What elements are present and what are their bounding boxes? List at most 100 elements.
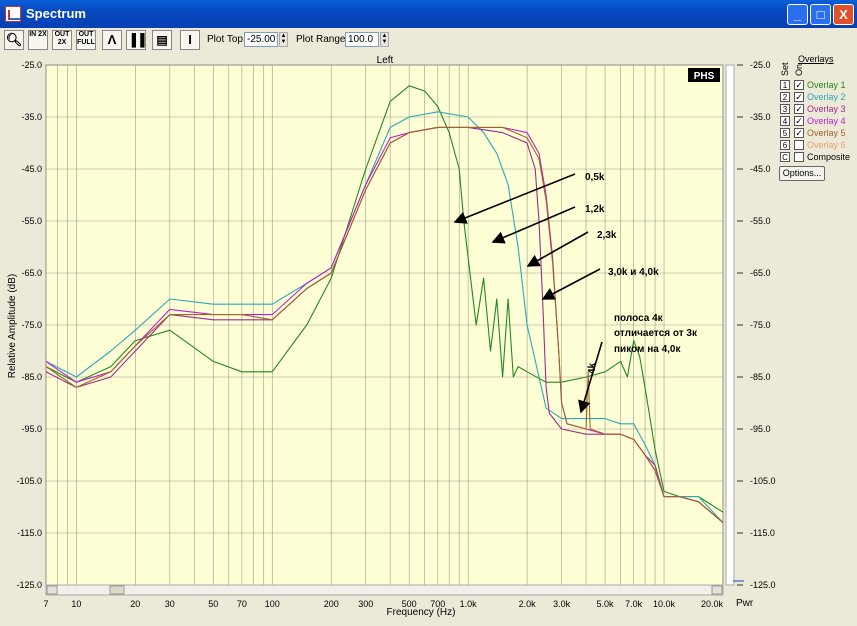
annotation-arrow	[541, 268, 601, 300]
y-tick-label-right: -115.0	[750, 528, 775, 538]
x-tick-label: 500	[402, 599, 417, 609]
scroll-thumb[interactable]	[109, 585, 125, 595]
col-set-label: Set	[780, 62, 790, 76]
overlay-set-button[interactable]: 4	[780, 116, 790, 126]
y-tick-label-right: -125.0	[750, 580, 776, 590]
overlay-label: Overlay 1	[807, 80, 846, 90]
y-tick-label: -35.0	[21, 112, 42, 122]
overlay-label: Overlay 6	[807, 140, 846, 150]
x-tick-label: 10.0k	[653, 599, 676, 609]
maximize-button[interactable]: □	[810, 4, 831, 25]
bars-icon[interactable]: ▐▐	[126, 30, 146, 50]
overlay-row: 1 ✓ Overlay 1	[776, 80, 857, 92]
overlay-row: 6 Overlay 6	[776, 140, 857, 152]
col-on-label: On	[794, 63, 804, 76]
overlay-row: 2 ✓ Overlay 2	[776, 92, 857, 104]
phs-logo	[688, 68, 720, 82]
plot-range-label: Plot Range:	[296, 34, 349, 45]
x-tick-label: 200	[324, 599, 339, 609]
minimize-button[interactable]: _	[787, 4, 808, 25]
y-tick-label: -75.0	[21, 320, 42, 330]
series-line-2	[45, 111, 724, 523]
zoom-out-full-button[interactable]: OUT FULL	[76, 30, 96, 50]
annotation-text: отличается от 3к	[614, 328, 698, 339]
plot-range-spinner[interactable]: ▲ ▼	[380, 32, 389, 47]
x-tick-label: 20	[130, 599, 140, 609]
annotation-text: 3,0k и 4,0k	[608, 267, 659, 278]
plot-top-label: Plot Top:	[207, 34, 246, 45]
plot-top-spinner[interactable]: ▲ ▼	[279, 32, 288, 47]
overlay-checkbox[interactable]	[794, 152, 804, 162]
overlay-set-button[interactable]: C	[780, 152, 790, 162]
overlay-label: Composite	[807, 152, 851, 162]
annotations: 0,5k 1,2k 2,3k 3,0k и 4,0k полоса 4к отличает…	[453, 172, 698, 414]
x-tick-label: 3.0k	[553, 599, 571, 609]
annotation-text: 2,3k	[597, 230, 617, 241]
ticks: -25.0 -25.0 -35.0 -35.0 -45.0 -45.0 -55.0 -55.0…	[16, 60, 775, 609]
magnifier-icon[interactable]: 🔍︎	[4, 30, 24, 50]
cursor-icon[interactable]: I	[180, 30, 200, 50]
y-tick-label-right: -45.0	[750, 164, 771, 174]
power-meter	[725, 64, 735, 586]
x-tick-label: 5.0k	[597, 599, 615, 609]
y-tick-label: -45.0	[21, 164, 42, 174]
grid	[45, 64, 724, 586]
x-tick-label: 7.0k	[625, 599, 643, 609]
zoom-in-2x-button[interactable]: IN 2X	[28, 30, 48, 50]
plot-top-input[interactable]: -25.00	[244, 32, 278, 47]
scroll-right-button[interactable]	[711, 585, 723, 595]
x-tick-label: 70	[237, 599, 247, 609]
y-axis-label: Relative Amplitude (dB)	[7, 274, 18, 379]
overlay-checkbox[interactable]: ✓	[794, 116, 804, 126]
zoom-out-2x-button[interactable]: OUT 2X	[52, 30, 72, 50]
x-tick-label: 2.0k	[519, 599, 537, 609]
overlay-label: Overlay 2	[807, 92, 846, 102]
peak-icon[interactable]: Λ	[102, 30, 122, 50]
y-tick-label: -85.0	[21, 372, 42, 382]
overlay-row: 3 ✓ Overlay 3	[776, 104, 857, 116]
y-tick-label-right: -35.0	[750, 112, 771, 122]
overlay-set-button[interactable]: 2	[780, 92, 790, 102]
right-axis-unit: Pwr	[736, 598, 754, 609]
title-bar: Spectrum _ □ X	[0, 0, 857, 28]
overlay-set-button[interactable]: 5	[780, 128, 790, 138]
scroll-left-button[interactable]	[46, 585, 58, 595]
annotation-text: полоса 4к	[614, 313, 664, 324]
annotation-text: 0,5k	[585, 172, 605, 183]
overlay-checkbox[interactable]: ✓	[794, 104, 804, 114]
y-tick-label-right: -65.0	[750, 268, 771, 278]
overlay-set-button[interactable]: 1	[780, 80, 790, 90]
overlay-checkbox[interactable]	[794, 140, 804, 150]
overlay-checkbox[interactable]: ✓	[794, 80, 804, 90]
overlay-checkbox[interactable]: ✓	[794, 128, 804, 138]
x-tick-label: 100	[265, 599, 280, 609]
overlay-label: Overlay 5	[807, 128, 846, 138]
y-tick-label-right: -85.0	[750, 372, 771, 382]
series-line-5	[45, 126, 724, 524]
series-group	[45, 85, 724, 524]
y-tick-label-right: -75.0	[750, 320, 771, 330]
y-tick-label-right: -105.0	[750, 476, 776, 486]
y-tick-label-right: -55.0	[750, 216, 771, 226]
annotation-text: 4k	[587, 362, 598, 374]
phs-logo-text: PHS	[694, 71, 715, 82]
plot-range-input[interactable]: 100.0	[345, 32, 379, 47]
overlay-set-button[interactable]: 6	[780, 140, 790, 150]
y-tick-label: -105.0	[16, 476, 42, 486]
close-button[interactable]: X	[833, 4, 854, 25]
overlay-row: 5 ✓ Overlay 5	[776, 128, 857, 140]
annotation-arrow	[578, 341, 603, 414]
y-tick-label: -125.0	[16, 580, 42, 590]
spectrum-chart: -25.0 -25.0 -35.0 -35.0 -45.0 -45.0 -55.0 -55.0…	[0, 52, 857, 626]
overlay-row: C Composite	[776, 152, 857, 164]
overlay-set-button[interactable]: 3	[780, 104, 790, 114]
overlay-checkbox[interactable]: ✓	[794, 92, 804, 102]
overlay-row: 4 ✓ Overlay 4	[776, 116, 857, 128]
table-icon[interactable]: ▤	[152, 30, 172, 50]
overlay-label: Overlay 4	[807, 116, 846, 126]
x-tick-label: 700	[430, 599, 445, 609]
options-button[interactable]: Options...	[779, 166, 825, 181]
y-tick-label: -25.0	[21, 60, 42, 70]
x-tick-label: 50	[208, 599, 218, 609]
horizontal-scrollbar[interactable]	[45, 584, 724, 596]
